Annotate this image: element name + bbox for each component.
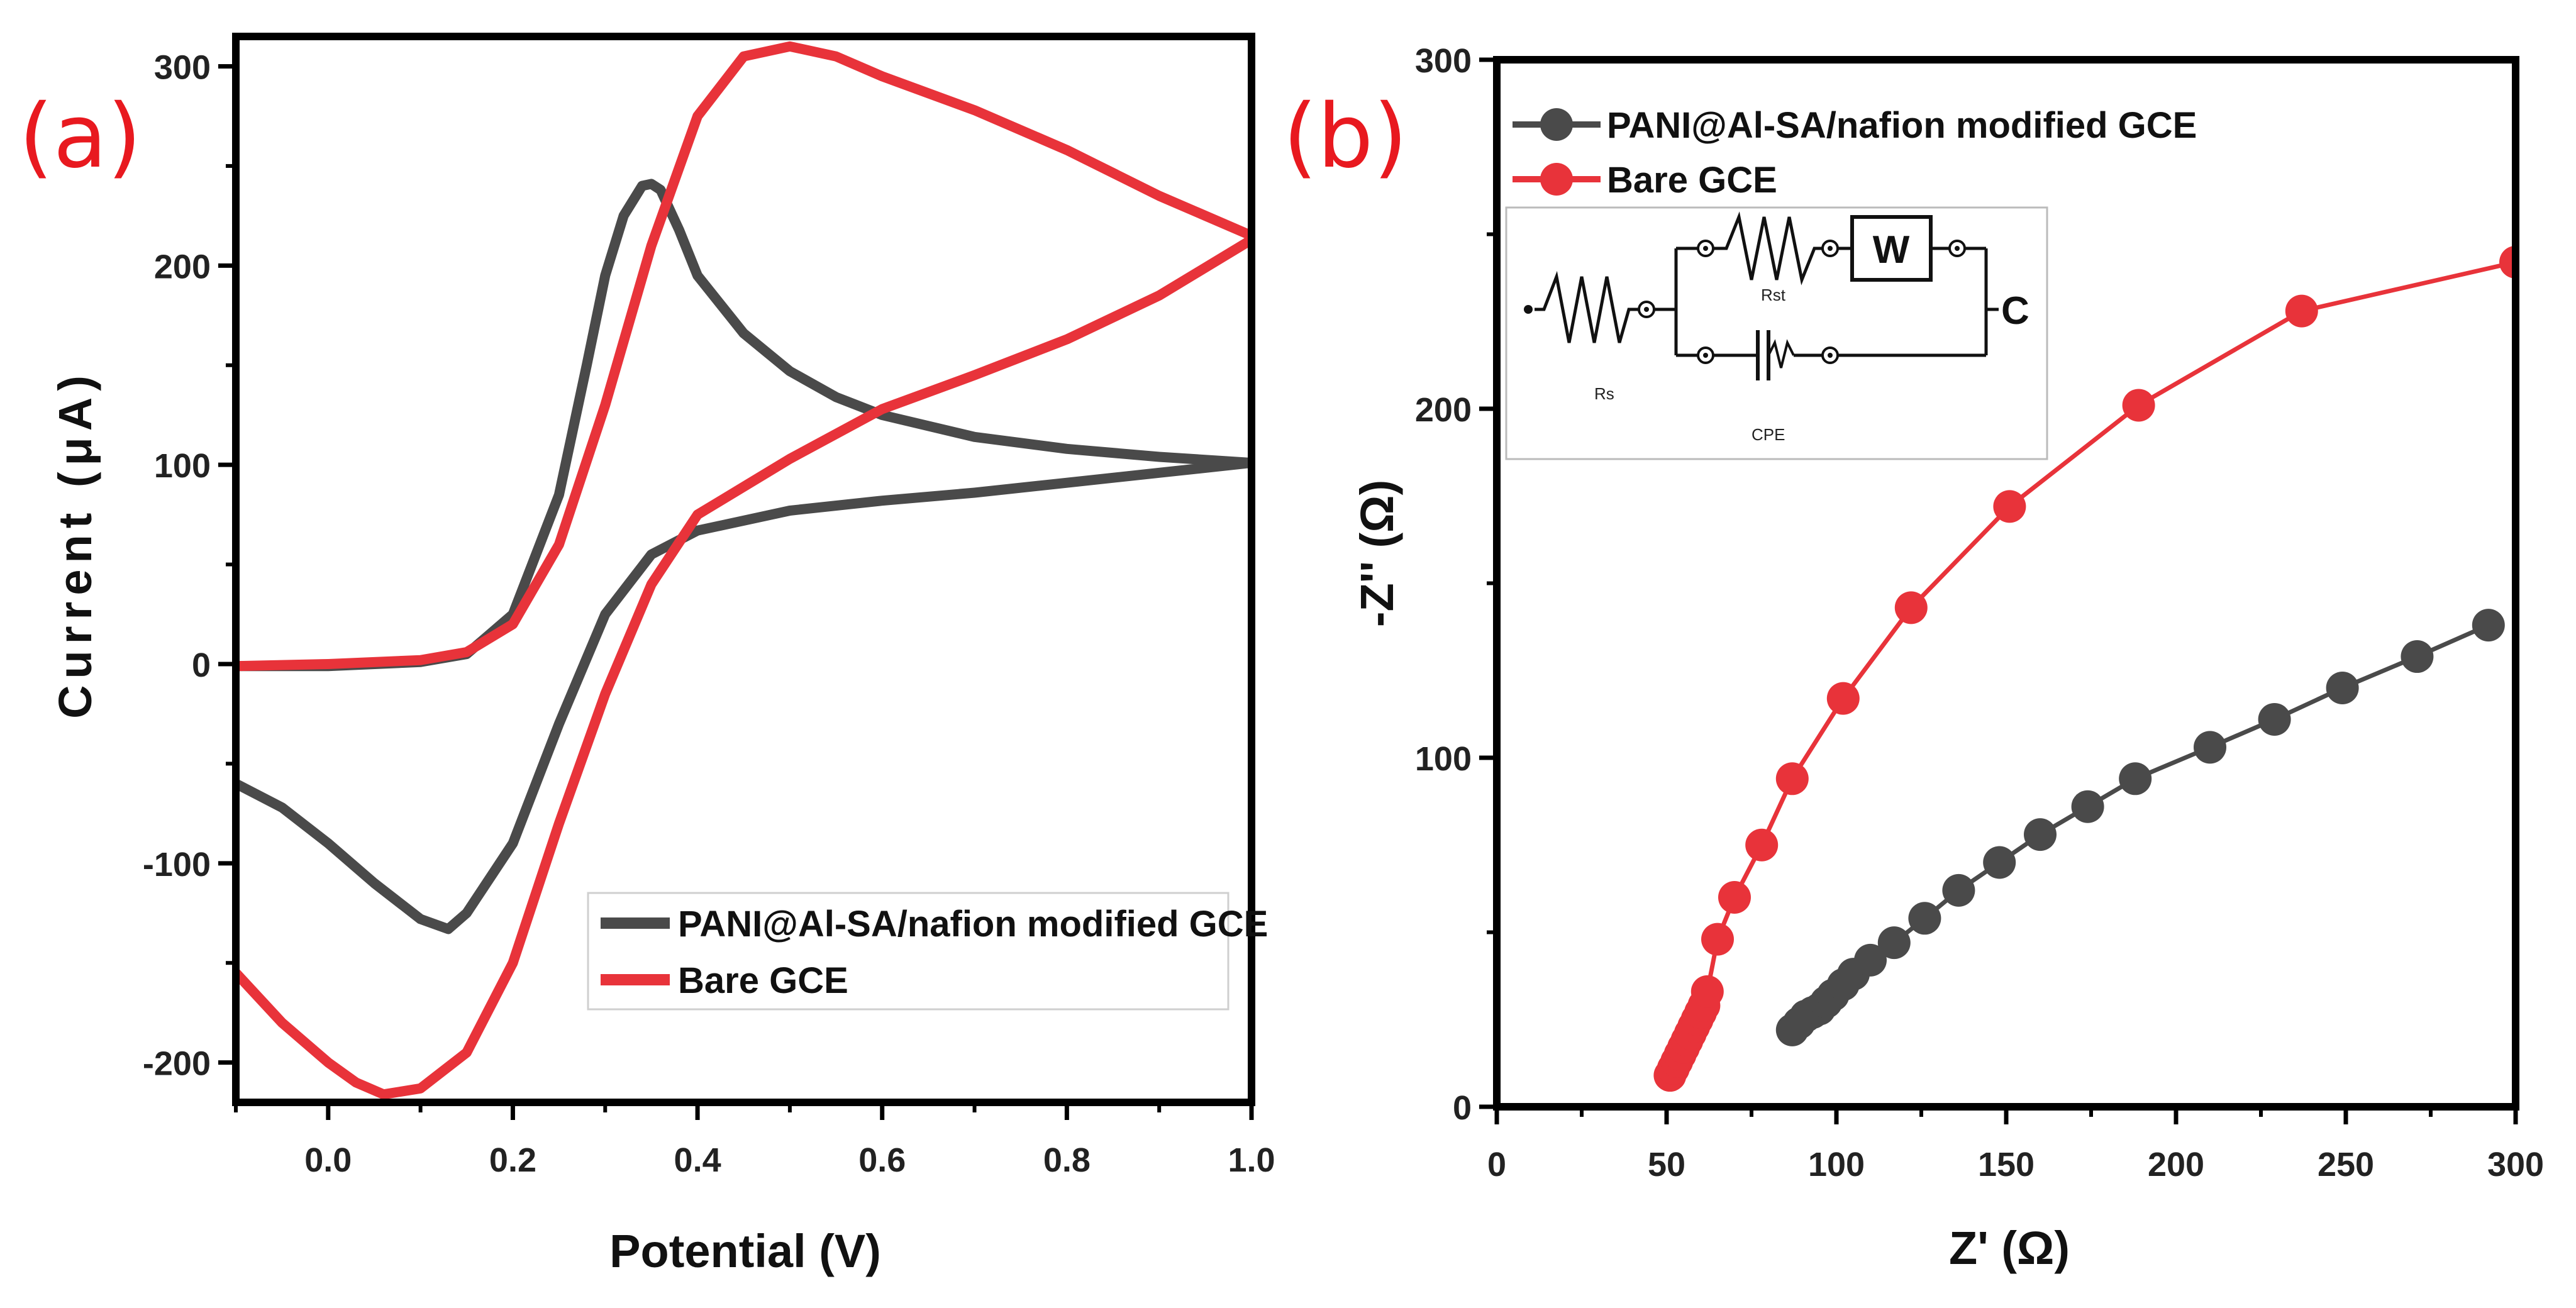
- b-series-bare-point: [1701, 923, 1734, 956]
- inset-terminal-label: C: [2001, 289, 2029, 333]
- panel-b-legend-marker-pani: [1540, 108, 1573, 141]
- b-series-pani-point: [2326, 672, 2359, 704]
- b-series-pani-point: [2401, 640, 2434, 673]
- panel-a-y-tick-labels: -200 -100 0 100 200 300: [143, 49, 211, 1083]
- b-y-tick-label: 300: [1415, 42, 1472, 80]
- inset-rs-label: Rs: [1594, 384, 1614, 403]
- inset-node-dot: [1703, 353, 1708, 358]
- panel-a-series: [236, 41, 1252, 1100]
- panel-b-y-tick-labels: 0 100 200 300: [1415, 42, 1472, 1127]
- inset-node-dot: [1828, 246, 1833, 251]
- inset-warburg-element: [1850, 215, 1933, 282]
- panel-b-series: [1653, 245, 2516, 1092]
- panel-a-plot-frame: [232, 33, 1255, 1106]
- panel-a-x-axis-title: Potential (V): [609, 1225, 881, 1277]
- b-y-tick-label: 100: [1415, 740, 1472, 778]
- panel-b-inset-circuit: Rs Rst W C: [1505, 206, 2048, 460]
- b-series-pani-point: [1877, 926, 1911, 960]
- panel-b-legend-label-bare: Bare GCE: [1607, 160, 1777, 201]
- b-series-bare-point: [2499, 245, 2516, 279]
- a-x-tick-label: 0.6: [858, 1141, 906, 1179]
- a-x-tick-label: 0.8: [1043, 1141, 1091, 1179]
- panel-b-legend-label-pani: PANI@Al-SA/nafion modified GCE: [1607, 105, 2197, 146]
- a-y-tick-label: -100: [143, 846, 211, 884]
- inset-rs-node-dot: [1644, 307, 1649, 312]
- b-x-tick-label: 100: [1808, 1146, 1865, 1183]
- panel-b-legend-marker-bare: [1540, 163, 1573, 196]
- b-series-bare-point: [1718, 881, 1751, 914]
- b-series-pani-point: [1908, 902, 1941, 935]
- b-series-bare-point: [2122, 389, 2155, 422]
- b-series-bare-point: [2285, 294, 2318, 328]
- inset-cpe-label: CPE: [1752, 425, 1785, 444]
- panel-b-plot-frame: [1493, 56, 2519, 1111]
- panel-a-cyclic-voltammetry: (a) 0.0 0.2 0.4 0.6 0.8 1.0 -200 -100 0 100 200 30…: [19, 33, 1275, 1277]
- panel-b-label: (b): [1283, 86, 1407, 188]
- inset-rs-resistor: [1535, 270, 1638, 343]
- b-x-tick-label: 150: [1978, 1146, 2035, 1183]
- b-series-bare-point: [1993, 490, 2026, 523]
- b-y-tick-label: 0: [1453, 1089, 1472, 1127]
- a-x-tick-label: 1.0: [1228, 1141, 1275, 1179]
- inset-box: [1505, 206, 2048, 460]
- panel-a-y-axis-title: Current (μA): [49, 369, 101, 719]
- inset-cpe-zigzag: [1767, 339, 1795, 369]
- b-series-pani-point: [2194, 731, 2226, 764]
- a-series-pani-line: [236, 179, 1252, 934]
- b-series-pani-point: [2472, 609, 2505, 642]
- panel-a-legend-box: [587, 892, 1230, 1011]
- a-series-bare-line: [236, 41, 1252, 1100]
- a-x-tick-label: 0.2: [489, 1141, 536, 1179]
- b-x-tick-label: 50: [1648, 1146, 1685, 1183]
- inset-input-node: [1524, 305, 1533, 314]
- b-series-bare-point: [1775, 762, 1809, 795]
- panel-b-x-tick-labels: 0 50 100 150 200 250 300: [1487, 1146, 2544, 1183]
- panel-b-legend: PANI@Al-SA/nafion modified GCE Bare GCE: [1513, 105, 2197, 201]
- b-x-tick-label: 250: [2318, 1146, 2374, 1183]
- a-y-tick-label: 300: [154, 49, 211, 87]
- panel-b-y-axis-title: -Z'' (Ω): [1351, 480, 1403, 627]
- a-x-tick-label: 0.4: [674, 1141, 721, 1179]
- panel-a-label: (a): [19, 86, 142, 188]
- panel-a-x-tick-labels: 0.0 0.2 0.4 0.6 0.8 1.0: [304, 1141, 1275, 1179]
- inset-rst-label: Rst: [1761, 285, 1786, 304]
- b-series-pani-point: [1983, 846, 2016, 879]
- panel-a-legend: PANI@Al-SA/nafion modified GCE Bare GCE: [587, 892, 1268, 1011]
- b-x-tick-label: 300: [2487, 1146, 2544, 1183]
- a-y-tick-label: 100: [154, 447, 211, 485]
- b-series-bare-point: [1745, 828, 1779, 862]
- inset-node-dot: [1703, 246, 1708, 251]
- panel-a-legend-label-bare: Bare GCE: [678, 960, 848, 1001]
- b-series-bare-point: [1690, 975, 1724, 1008]
- panel-b-x-axis-title: Z' (Ω): [1949, 1222, 2070, 1274]
- b-y-tick-label: 200: [1415, 391, 1472, 429]
- a-y-tick-label: 200: [154, 248, 211, 285]
- inset-node-dot: [1828, 353, 1833, 358]
- b-series-bare-point: [1826, 682, 1860, 715]
- b-x-tick-label: 0: [1487, 1146, 1506, 1183]
- inset-node-dot: [1955, 246, 1960, 251]
- panel-b-impedance-nyquist: (b) 0 50 100 150 200 250 300 0 100 200 300 Z' (Ω)…: [1283, 42, 2544, 1274]
- b-series-pani-point: [2024, 818, 2057, 851]
- b-series-pani-point: [2258, 702, 2291, 736]
- b-series-bare-point: [1894, 591, 1928, 624]
- b-series-pani-point: [1854, 943, 1887, 977]
- b-series-pani-point: [2119, 762, 2152, 795]
- b-series-pani-point: [2071, 790, 2104, 823]
- b-series-pani-point: [1942, 873, 1975, 907]
- a-y-tick-label: 0: [192, 646, 211, 684]
- b-x-tick-label: 200: [2148, 1146, 2204, 1183]
- a-x-tick-label: 0.0: [304, 1141, 352, 1179]
- inset-warburg-label: W: [1873, 228, 1910, 272]
- inset-rst-resistor: [1713, 211, 1823, 285]
- a-y-tick-label: -200: [143, 1045, 211, 1083]
- panel-a-legend-label-pani: PANI@Al-SA/nafion modified GCE: [678, 904, 1268, 945]
